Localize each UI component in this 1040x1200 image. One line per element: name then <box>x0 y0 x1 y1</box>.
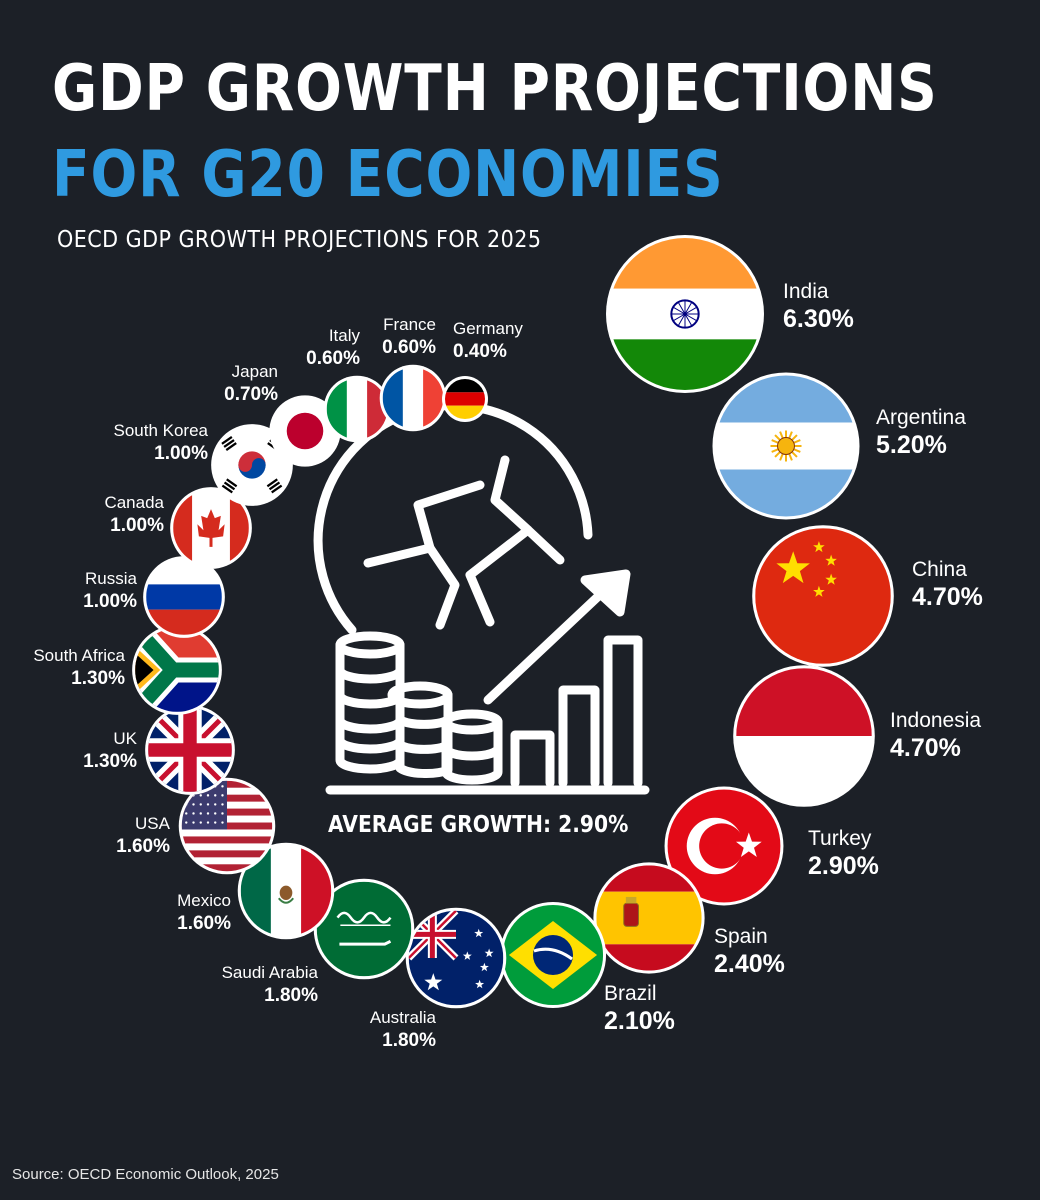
country-label-south-korea: South Korea <box>113 421 208 440</box>
australia-flag-icon <box>408 910 504 1006</box>
bubble-australia: Australia 1.80% <box>370 907 507 1051</box>
bubble-russia: Russia 1.00% <box>83 556 225 638</box>
value-label-indonesia: 4.70% <box>890 734 961 762</box>
country-label-australia: Australia <box>370 1008 437 1027</box>
source-note: Source: OECD Economic Outlook, 2025 <box>12 1166 279 1183</box>
country-label-turkey: Turkey <box>808 827 872 850</box>
india-flag-icon <box>609 238 761 390</box>
page-subtitle: OECD GDP GROWTH PROJECTIONS FOR 2025 <box>57 227 542 253</box>
value-label-canada: 1.00% <box>110 515 164 536</box>
country-label-india: India <box>783 280 829 303</box>
russia-flag-icon <box>146 559 222 635</box>
bubble-italy: Italy 0.60% <box>306 326 391 443</box>
bubble-mexico: Mexico 1.60% <box>177 842 335 940</box>
globe-coins-growth-icon <box>313 401 650 795</box>
value-label-spain: 2.40% <box>714 950 785 978</box>
uk-flag-icon <box>148 708 232 792</box>
average-growth-label: AVERAGE GROWTH: 2.90% <box>328 812 629 838</box>
germany-flag-icon <box>445 379 485 419</box>
value-label-saudi-arabia: 1.80% <box>264 985 318 1006</box>
country-label-russia: Russia <box>85 569 138 588</box>
bubble-japan: Japan 0.70% <box>224 362 341 467</box>
bubble-saudi-arabia: Saudi Arabia 1.80% <box>222 878 415 1006</box>
france-flag-icon <box>382 367 444 429</box>
country-label-mexico: Mexico <box>177 891 231 910</box>
country-label-germany: Germany <box>453 319 523 338</box>
value-label-argentina: 5.20% <box>876 431 947 459</box>
country-label-saudi-arabia: Saudi Arabia <box>222 963 319 982</box>
value-label-uk: 1.30% <box>83 751 137 772</box>
bubble-south-africa: South Africa 1.30% <box>33 625 222 715</box>
value-label-france: 0.60% <box>382 337 436 358</box>
country-label-canada: Canada <box>104 493 164 512</box>
page-title-highlight: FOR G20 ECONOMIES <box>52 138 724 212</box>
value-label-japan: 0.70% <box>224 384 278 405</box>
country-label-uk: UK <box>113 729 137 748</box>
japan-flag-icon <box>272 398 338 464</box>
value-label-australia: 1.80% <box>382 1030 436 1051</box>
bubble-uk: UK 1.30% <box>83 705 235 795</box>
country-label-usa: USA <box>135 814 171 833</box>
country-label-south-africa: South Africa <box>33 646 125 665</box>
bubble-usa: USA 1.60% <box>116 777 276 875</box>
south-africa-flag-icon <box>135 628 219 712</box>
bubble-canada: Canada 1.00% <box>104 487 252 569</box>
china-flag-icon <box>755 528 891 664</box>
value-label-germany: 0.40% <box>453 341 507 362</box>
brazil-flag-icon <box>502 904 604 1006</box>
bubble-germany: Germany 0.40% <box>442 319 523 422</box>
value-label-usa: 1.60% <box>116 836 170 857</box>
country-label-indonesia: Indonesia <box>890 709 981 732</box>
country-label-italy: Italy <box>329 326 361 345</box>
indonesia-flag-icon <box>736 668 872 804</box>
bubble-france: France 0.60% <box>379 315 447 432</box>
value-label-italy: 0.60% <box>306 348 360 369</box>
country-label-brazil: Brazil <box>604 982 657 1005</box>
argentina-flag-icon <box>715 375 857 517</box>
country-label-france: France <box>383 315 436 334</box>
value-label-mexico: 1.60% <box>177 913 231 934</box>
value-label-india: 6.30% <box>783 305 854 333</box>
spain-flag-icon <box>596 865 702 971</box>
value-label-south-korea: 1.00% <box>154 443 208 464</box>
country-label-china: China <box>912 558 967 581</box>
value-label-turkey: 2.90% <box>808 852 879 880</box>
value-label-brazil: 2.10% <box>604 1007 675 1035</box>
page-title: GDP GROWTH PROJECTIONS <box>52 52 938 126</box>
country-label-spain: Spain <box>714 925 768 948</box>
usa-flag-icon <box>181 780 273 872</box>
country-label-japan: Japan <box>232 362 278 381</box>
country-label-argentina: Argentina <box>876 406 966 429</box>
value-label-south-africa: 1.30% <box>71 668 125 689</box>
italy-flag-icon <box>326 378 388 440</box>
value-label-china: 4.70% <box>912 583 983 611</box>
value-label-russia: 1.00% <box>83 591 137 612</box>
